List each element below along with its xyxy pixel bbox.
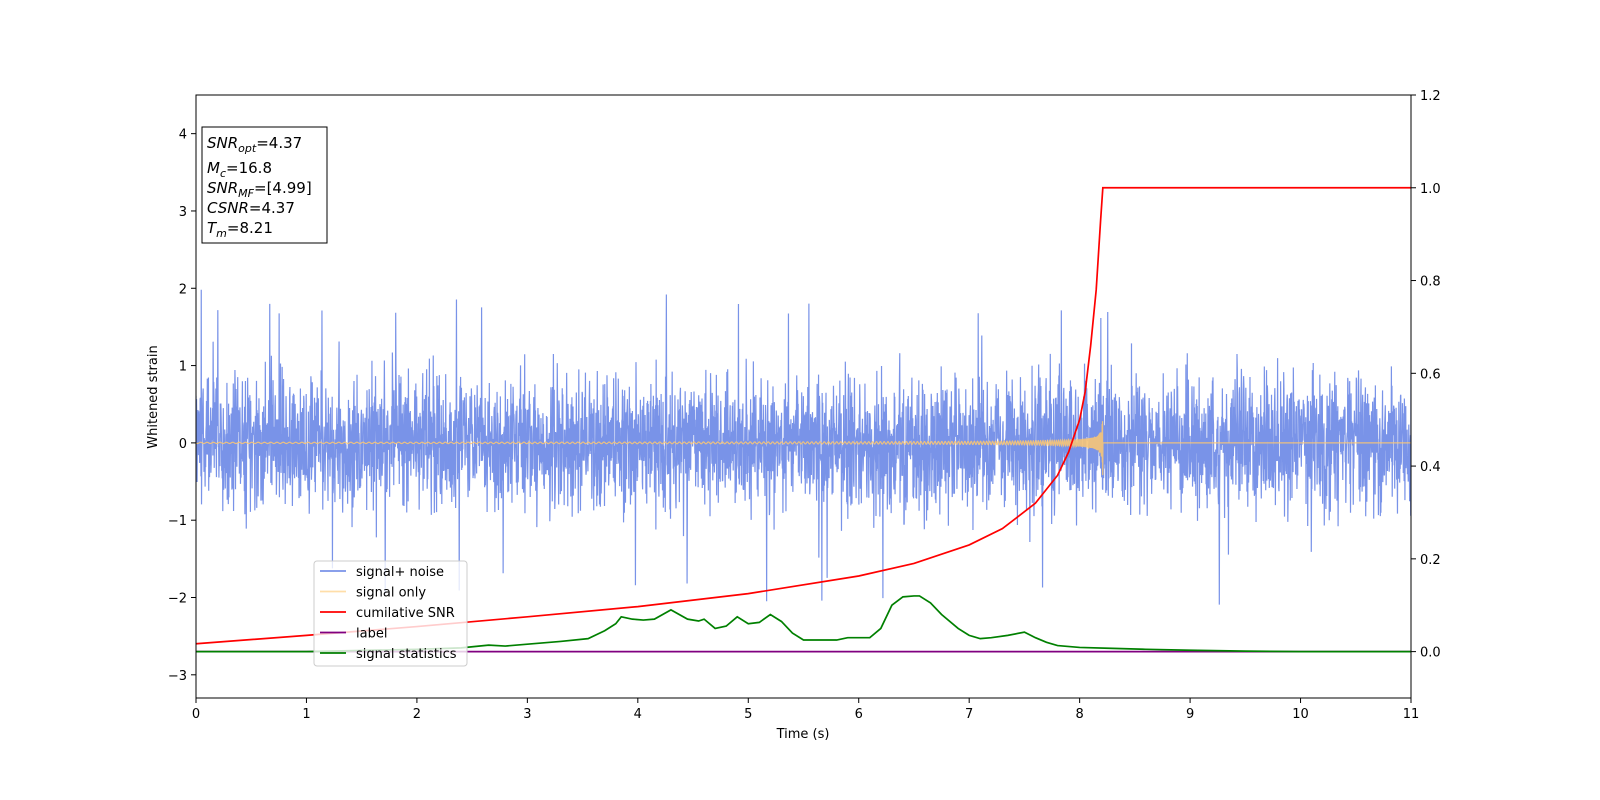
series-cumulative-snr: [196, 186, 1411, 645]
y2-tick-label: 0.6: [1420, 367, 1441, 382]
y-tick-label: 4: [179, 128, 187, 143]
x-axis-label: Time (s): [776, 727, 830, 742]
info-box-line: SNRopt=4.37: [207, 134, 302, 155]
x-tick-label: 7: [965, 707, 973, 722]
x-axis: 0 1 2 3 4 5 6 7 8 9 10 11: [192, 698, 1419, 722]
info-box-line: Mc=16.8: [207, 159, 272, 180]
x-tick-label: 1: [302, 707, 310, 722]
plot-frame: [195, 94, 1412, 699]
series-signal-noise: [196, 289, 1411, 605]
y2-tick-label: 0.8: [1420, 275, 1441, 290]
info-box-frame: [201, 126, 328, 244]
x-tick-label: 6: [855, 707, 863, 722]
legend-entry: cumilative SNR: [356, 606, 455, 621]
x-tick-label: 2: [413, 707, 421, 722]
y-tick-label: 0: [179, 437, 187, 452]
legend-entry: signal statistics: [356, 647, 457, 662]
legend-frame: [313, 560, 468, 667]
legend-entry: signal only: [356, 586, 426, 601]
x-tick-label: 0: [192, 707, 200, 722]
y2-tick-label: 0.4: [1420, 460, 1441, 475]
legend-entry: signal+ noise: [356, 565, 444, 580]
series-signal-only: [196, 421, 1411, 476]
x-tick-label: 4: [634, 707, 642, 722]
x-tick-label: 3: [523, 707, 531, 722]
y-tick-label: 1: [179, 360, 187, 375]
y-axis-right: 0.0 0.2 0.4 0.6 0.8 1.0 1.2: [1411, 89, 1441, 661]
y-axis-label: Whitened strain: [146, 345, 161, 448]
x-tick-label: 9: [1186, 707, 1194, 722]
y-tick-label: 3: [179, 205, 187, 220]
series-signal-statistics: [196, 595, 1411, 653]
y-tick-label: −1: [168, 514, 187, 529]
legend-entry: label: [356, 627, 387, 642]
info-box-line: CSNR=4.37: [207, 199, 295, 217]
y-tick-label: −2: [168, 592, 187, 607]
info-box-line: Tm=8.21: [207, 219, 273, 240]
legend: signal+ noise signal only cumilative SNR la…: [313, 560, 468, 667]
y-tick-label: −3: [168, 669, 187, 684]
y-axis-left: −3 −2 −1 0 1 2 3 4: [168, 128, 196, 684]
y2-tick-label: 1.0: [1420, 182, 1441, 197]
x-tick-label: 5: [744, 707, 752, 722]
y2-tick-label: 0.2: [1420, 553, 1441, 568]
info-box-line: SNRMF=[4.99]: [207, 179, 312, 200]
x-tick-label: 10: [1292, 707, 1309, 722]
y2-tick-label: 0.0: [1420, 646, 1441, 661]
y2-tick-label: 1.2: [1420, 89, 1441, 104]
x-tick-label: 8: [1075, 707, 1083, 722]
y-tick-label: 2: [179, 282, 187, 297]
x-tick-label: 11: [1403, 707, 1420, 722]
